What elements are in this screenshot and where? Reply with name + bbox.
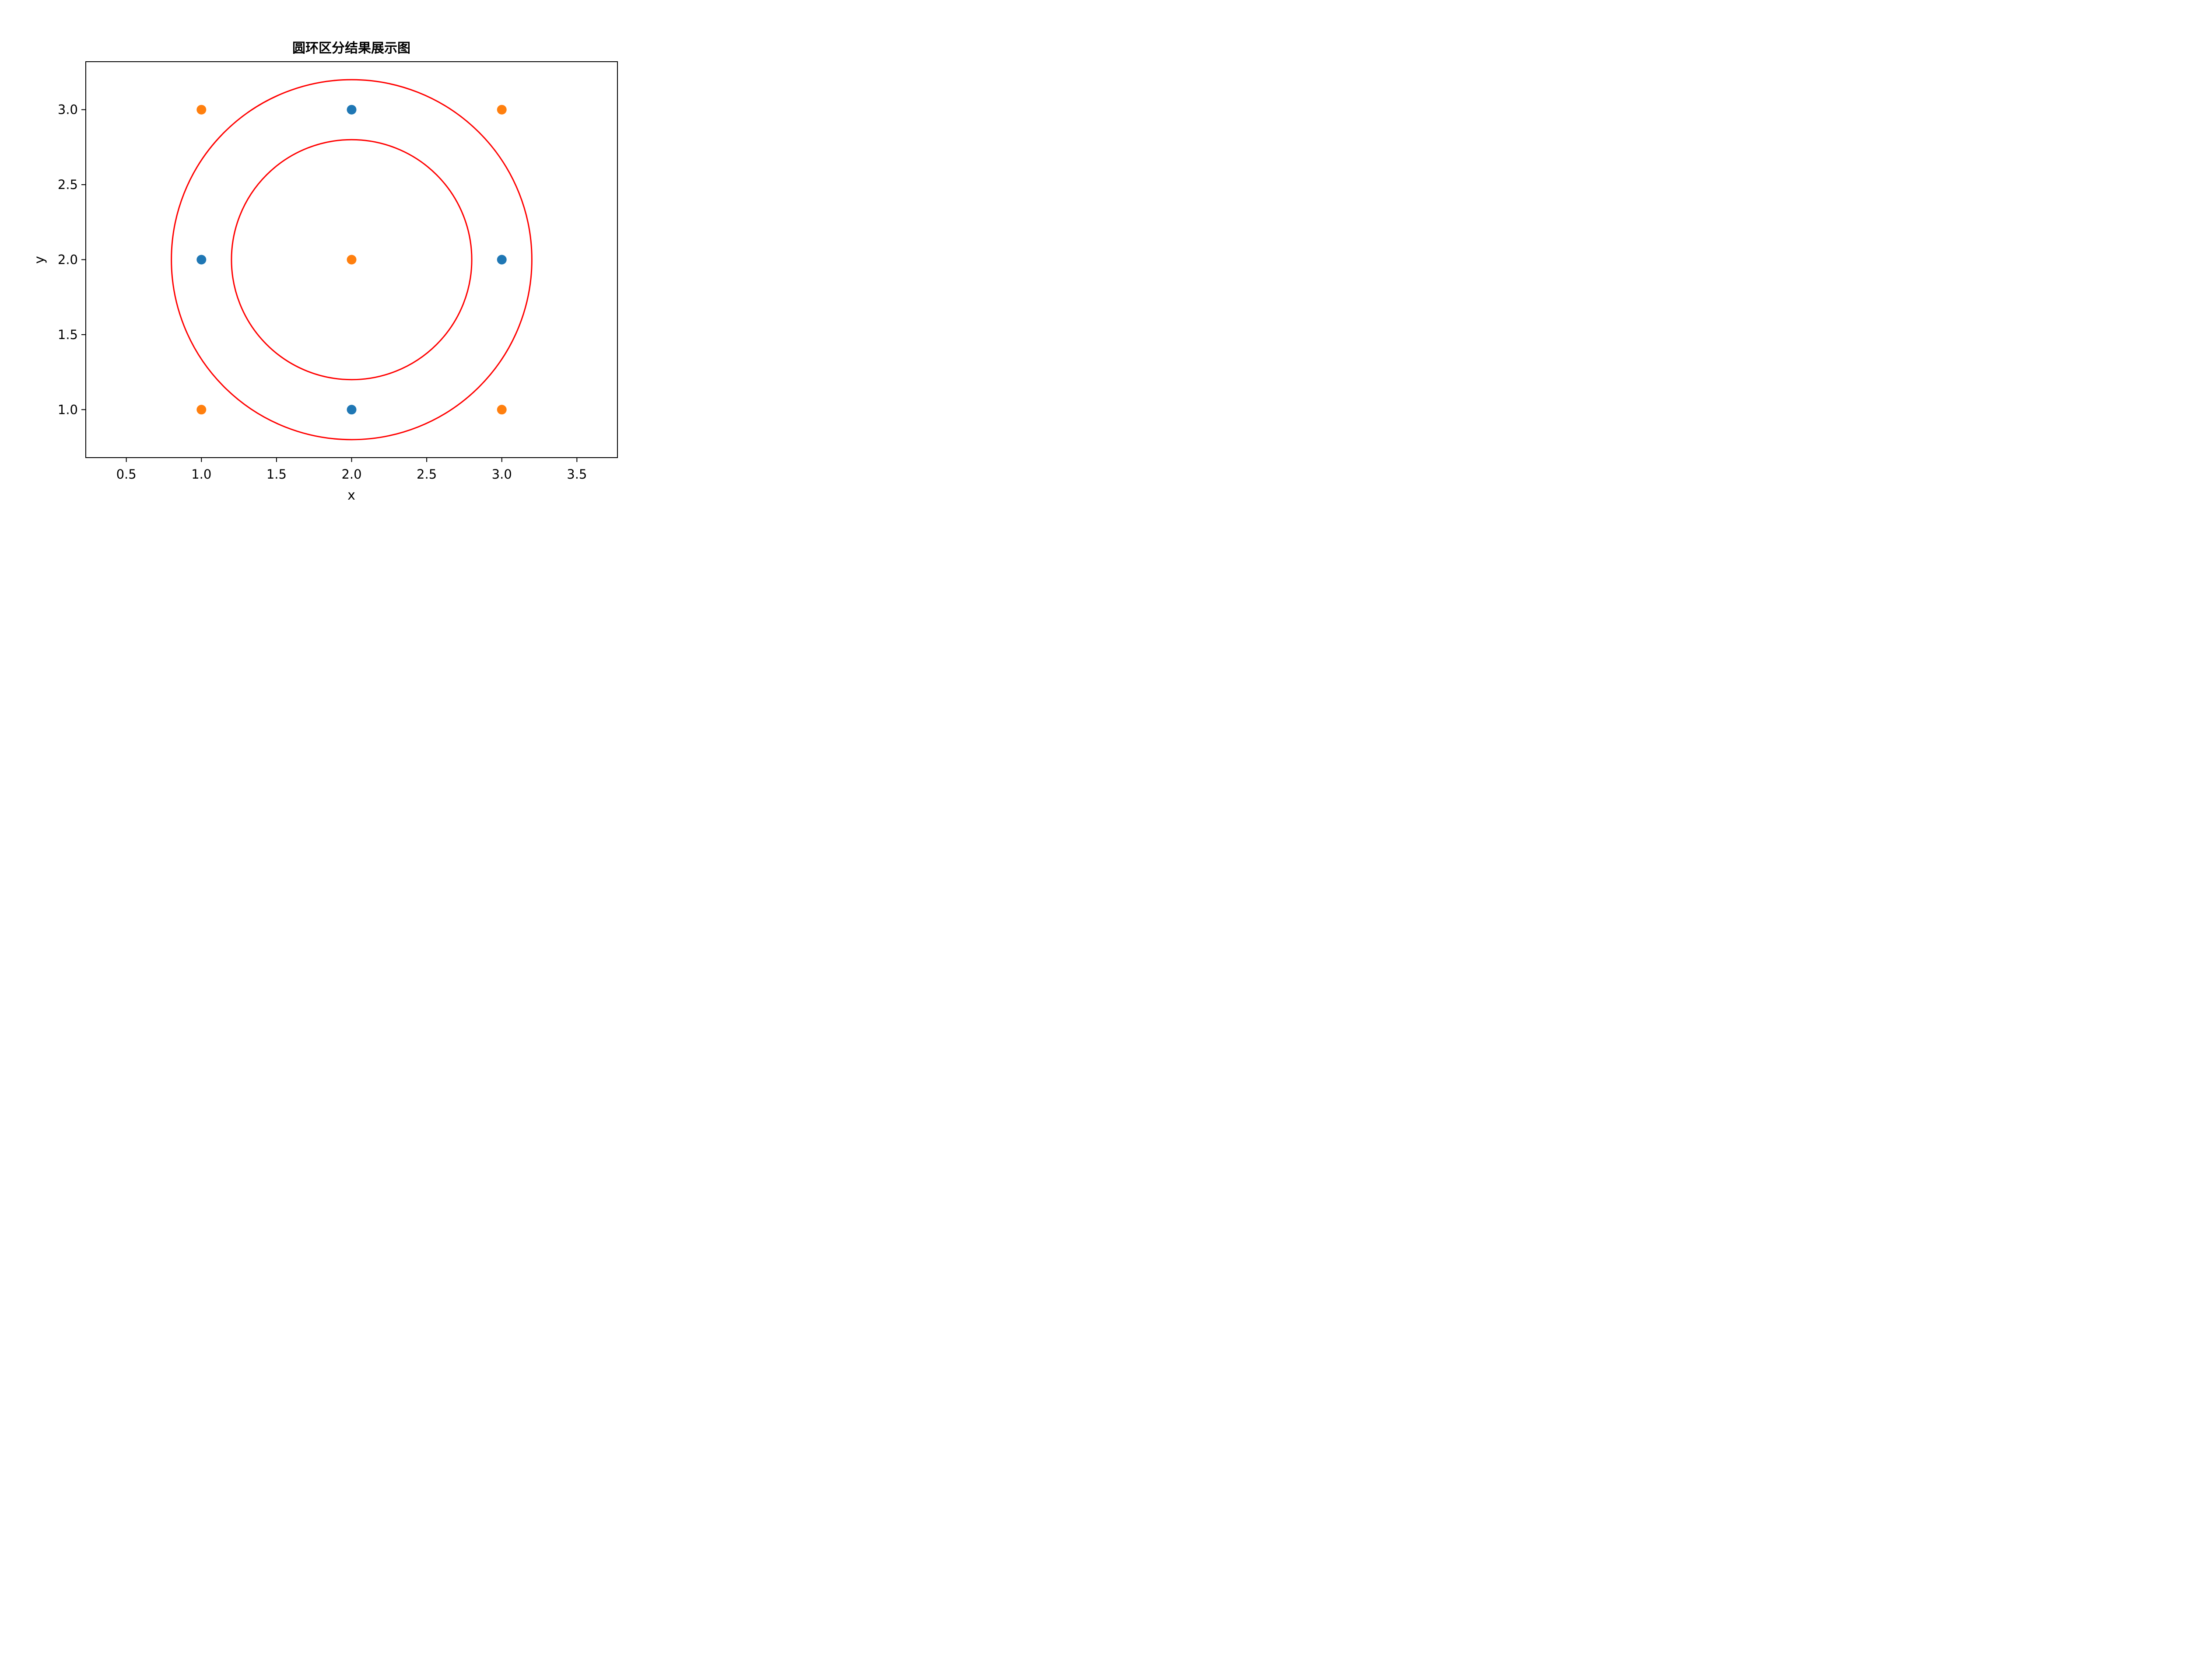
- scatter-point-s0-2: [497, 255, 507, 265]
- ring-circle-1: [231, 139, 473, 381]
- x-tick-label: 2.0: [341, 467, 361, 482]
- scatter-point-s1-0: [196, 105, 207, 115]
- y-axis: 1.0 1.5 2.0 2.5 3.0: [58, 102, 86, 417]
- scatter-chart: 圆环区分结果展示图 0.5 1.0 1.5 2.0 2.5 3.0 3.5 1.0 1.5 2.…: [0, 0, 677, 508]
- scatter-point-s1-4: [497, 405, 507, 415]
- x-tick-label: 1.0: [191, 467, 211, 482]
- x-tick-label: 3.5: [567, 467, 587, 482]
- ring-circle-0: [171, 79, 533, 441]
- x-tick-label: 0.5: [116, 467, 137, 482]
- y-tick-label: 1.5: [58, 327, 78, 342]
- scatter-point-s0-1: [196, 255, 207, 265]
- x-axis: 0.5 1.0 1.5 2.0 2.5 3.0 3.5: [116, 458, 587, 482]
- scatter-point-s1-2: [347, 255, 357, 265]
- scatter-point-s1-1: [497, 105, 507, 115]
- scatter-point-s0-3: [347, 405, 357, 415]
- chart-title: 圆环区分结果展示图: [292, 41, 410, 56]
- x-axis-label: x: [347, 488, 355, 503]
- x-tick-label: 3.0: [492, 467, 512, 482]
- plot-area: [171, 79, 533, 441]
- x-tick-label: 2.5: [417, 467, 437, 482]
- y-tick-label: 3.0: [58, 102, 78, 117]
- y-tick-label: 1.0: [58, 402, 78, 417]
- scatter-point-s1-3: [196, 405, 207, 415]
- x-tick-label: 1.5: [266, 467, 287, 482]
- y-tick-label: 2.0: [58, 252, 78, 267]
- y-tick-label: 2.5: [58, 177, 78, 192]
- scatter-point-s0-0: [347, 105, 357, 115]
- y-axis-label: y: [32, 256, 47, 264]
- figure-background: [0, 0, 677, 508]
